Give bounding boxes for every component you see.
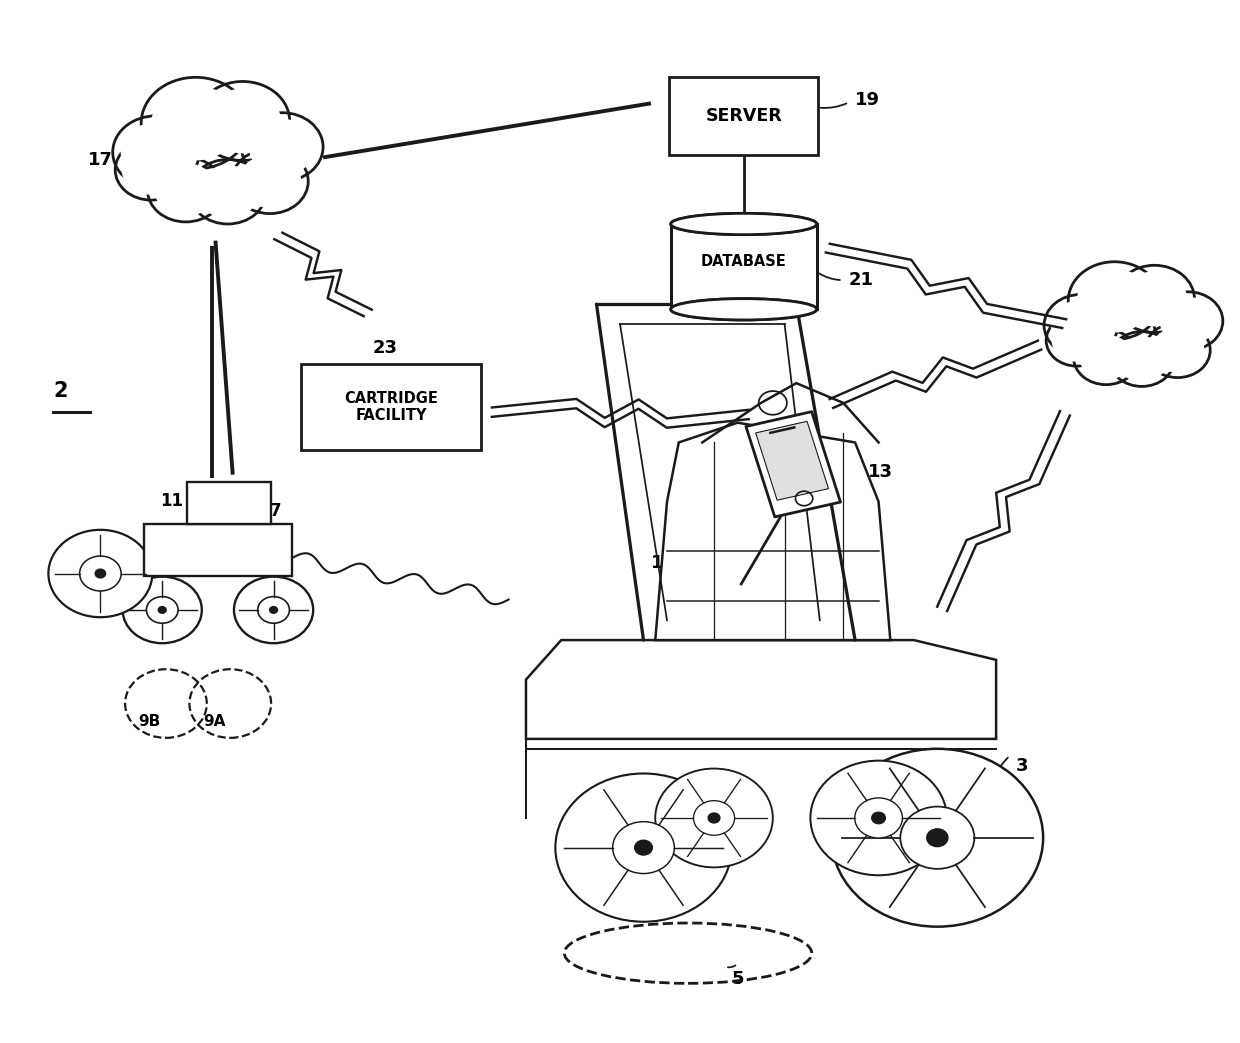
Circle shape	[1143, 321, 1211, 379]
Text: DATABASE: DATABASE	[701, 253, 786, 269]
Circle shape	[145, 155, 226, 223]
Circle shape	[693, 801, 734, 835]
Bar	[301, 364, 481, 450]
Text: 13: 13	[868, 462, 893, 481]
Circle shape	[95, 569, 105, 578]
Circle shape	[269, 607, 278, 613]
Ellipse shape	[671, 298, 817, 320]
Circle shape	[123, 146, 180, 194]
Circle shape	[1053, 320, 1101, 361]
Circle shape	[1161, 297, 1216, 344]
Circle shape	[146, 597, 179, 624]
Bar	[144, 524, 293, 576]
Text: 23: 23	[372, 339, 398, 357]
Circle shape	[229, 147, 310, 215]
Circle shape	[708, 814, 720, 823]
Polygon shape	[746, 412, 841, 517]
Circle shape	[187, 157, 268, 225]
Text: 19: 19	[856, 91, 880, 110]
Circle shape	[258, 597, 289, 624]
Circle shape	[832, 749, 1043, 926]
Circle shape	[613, 822, 675, 874]
Ellipse shape	[671, 214, 817, 235]
Circle shape	[1107, 331, 1176, 388]
Circle shape	[110, 114, 202, 191]
Circle shape	[900, 806, 975, 869]
Circle shape	[139, 75, 253, 171]
Circle shape	[1080, 335, 1132, 380]
Circle shape	[1078, 269, 1152, 332]
Circle shape	[872, 812, 885, 824]
Text: 1: 1	[651, 554, 663, 573]
Circle shape	[249, 120, 315, 174]
Text: 9A: 9A	[203, 713, 226, 729]
Circle shape	[926, 829, 947, 847]
Ellipse shape	[671, 214, 817, 235]
Text: 15: 15	[1174, 331, 1199, 348]
Circle shape	[159, 607, 166, 613]
Text: 17: 17	[88, 150, 113, 169]
Circle shape	[1042, 293, 1120, 358]
Circle shape	[1044, 314, 1109, 367]
Polygon shape	[526, 640, 996, 738]
Circle shape	[1152, 329, 1204, 372]
Circle shape	[193, 79, 291, 163]
Circle shape	[155, 164, 217, 216]
Text: 7: 7	[270, 502, 281, 520]
Circle shape	[1122, 272, 1187, 325]
Circle shape	[123, 577, 202, 644]
Text: 3: 3	[1016, 757, 1028, 775]
Circle shape	[556, 774, 732, 922]
Text: 5: 5	[732, 970, 744, 988]
Text: 21: 21	[849, 271, 874, 289]
Circle shape	[153, 87, 239, 160]
Circle shape	[635, 841, 652, 855]
Circle shape	[113, 139, 188, 201]
Text: 2: 2	[53, 382, 68, 402]
Circle shape	[239, 111, 325, 184]
Circle shape	[79, 556, 122, 591]
Circle shape	[655, 769, 773, 868]
Circle shape	[1066, 260, 1163, 341]
Bar	[671, 224, 817, 310]
Text: 9B: 9B	[139, 713, 161, 729]
Circle shape	[1152, 290, 1225, 351]
Text: SERVER: SERVER	[706, 106, 782, 125]
Bar	[187, 482, 272, 524]
Circle shape	[205, 90, 280, 152]
Circle shape	[1052, 300, 1110, 350]
Circle shape	[1116, 337, 1168, 381]
Circle shape	[197, 166, 258, 218]
Ellipse shape	[671, 298, 817, 320]
Polygon shape	[655, 422, 890, 640]
Circle shape	[239, 155, 300, 208]
Bar	[670, 77, 818, 154]
Text: CARTRIDGE
FACILITY: CARTRIDGE FACILITY	[345, 391, 438, 423]
Circle shape	[1112, 264, 1197, 334]
Circle shape	[48, 530, 153, 617]
Circle shape	[811, 760, 947, 875]
Circle shape	[122, 123, 191, 181]
Circle shape	[234, 577, 314, 644]
Circle shape	[854, 798, 903, 838]
Circle shape	[1071, 329, 1141, 386]
Polygon shape	[755, 421, 828, 501]
Text: 11: 11	[161, 491, 184, 510]
